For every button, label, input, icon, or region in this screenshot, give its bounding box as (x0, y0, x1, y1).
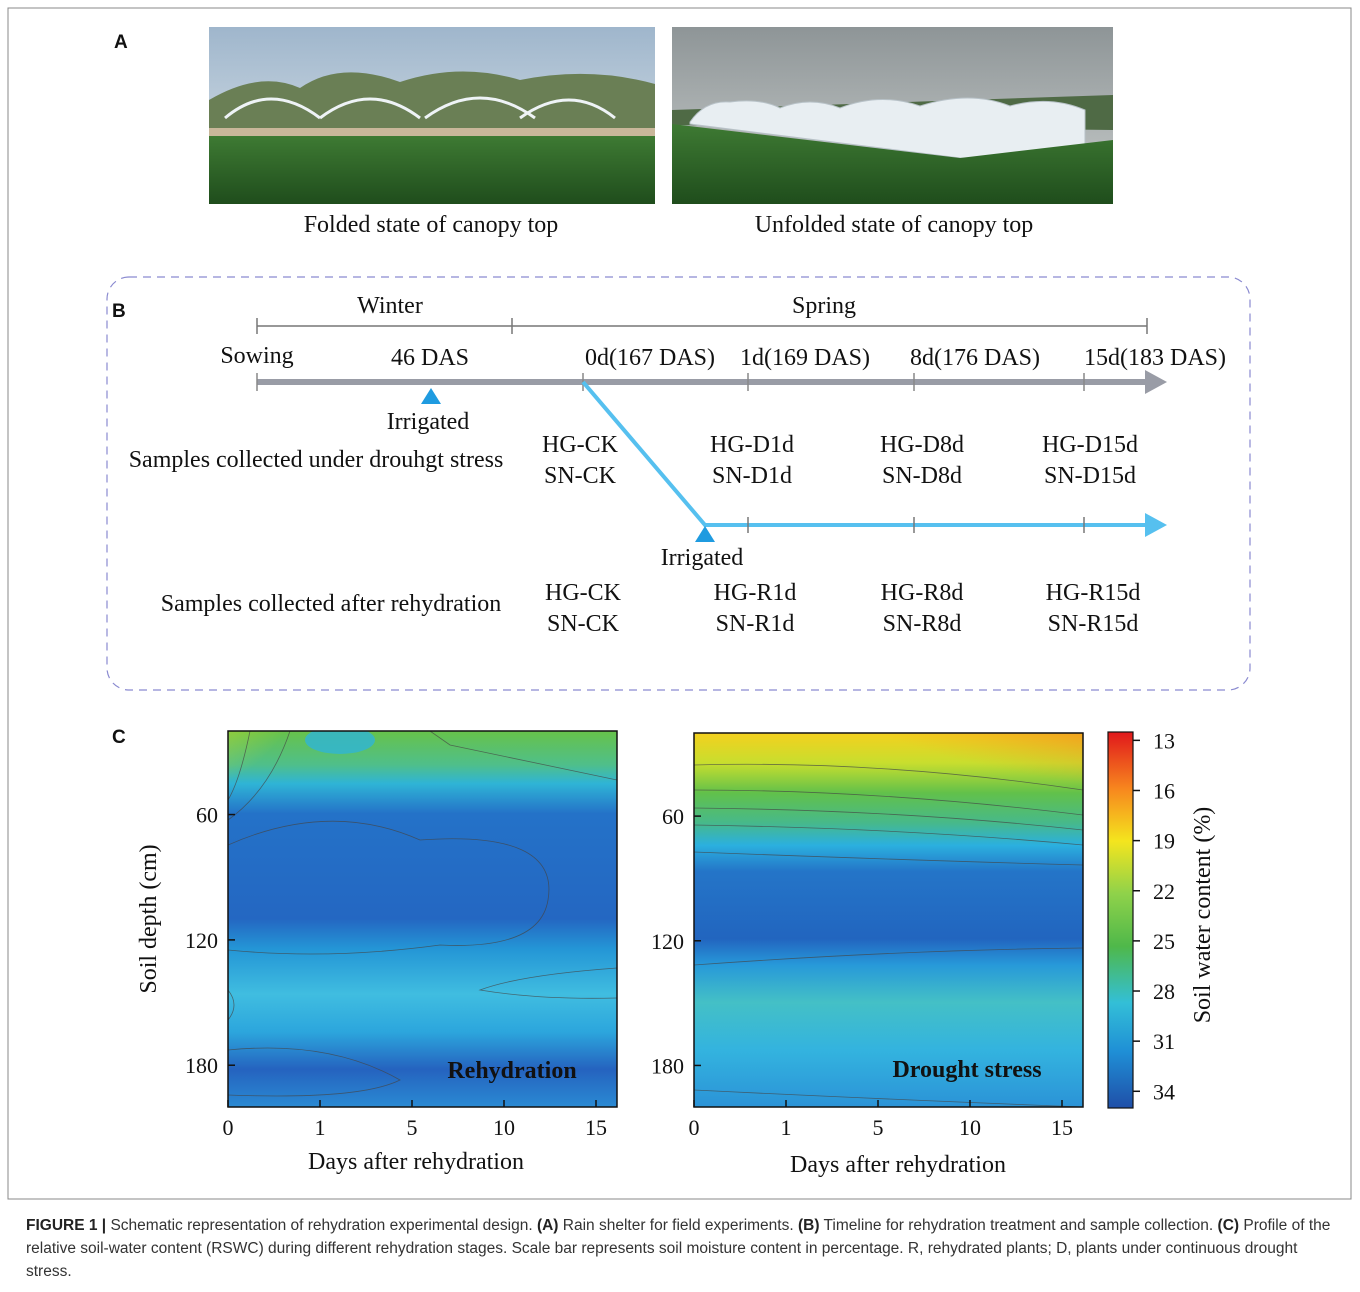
sample-label: SN-R15d (1048, 611, 1139, 637)
row-label: Samples collected under drouhgt stress (129, 447, 504, 473)
plot-title: Rehydration (447, 1058, 576, 1084)
season: Winter (357, 293, 423, 319)
caption-label: FIGURE 1 | (26, 1217, 107, 1234)
x-axis-label: Days after rehydration (790, 1152, 1006, 1178)
sample-label: SN-D15d (1044, 463, 1136, 489)
colorbar (1107, 731, 1134, 1109)
y-tick-label: 60 (196, 803, 218, 828)
sample-label: SN-R1d (716, 611, 795, 637)
plot-frame (227, 730, 618, 1108)
sample-label: HG-R15d (1046, 580, 1141, 606)
timeline-label: 0d(167 DAS) (585, 345, 715, 371)
x-tick-label: 5 (873, 1115, 884, 1140)
colorbar-tick-label: 25 (1153, 929, 1175, 954)
sample-label: SN-R8d (883, 611, 962, 637)
y-tick-label: 60 (662, 804, 684, 829)
caption-ref: (C) (1217, 1217, 1240, 1234)
panel-box (106, 276, 1251, 691)
timeline-label: 1d(169 DAS) (740, 345, 870, 371)
sample-label: HG-R1d (714, 580, 797, 606)
timeline-label: 46 DAS (391, 345, 469, 371)
season-bracket (256, 318, 1148, 334)
y-tick-label: 120 (185, 928, 218, 953)
panel-label: B (112, 301, 126, 322)
figure-caption: FIGURE 1 | Schematic representation of r… (26, 1214, 1336, 1283)
figure: A Folded state of canopy top Unfolded st… (7, 7, 1352, 1200)
panel-label: C (112, 727, 126, 748)
photo (209, 27, 655, 204)
colorbar-tick-label: 19 (1153, 829, 1175, 854)
colorbar-tick-label: 22 (1153, 879, 1175, 904)
x-tick-label: 5 (407, 1115, 418, 1140)
frame (7, 7, 1352, 1200)
plot-frame (693, 732, 1084, 1108)
y-tick-label: 180 (185, 1053, 218, 1078)
photo-caption: Folded state of canopy top (304, 212, 559, 238)
y-axis-label: Soil depth (cm) (136, 844, 162, 993)
row-label: Samples collected after rehydration (161, 591, 502, 617)
timeline (256, 370, 1167, 394)
caption-text: Profile of the relative soil-water conte… (26, 1217, 1331, 1280)
x-tick-label: 0 (689, 1115, 700, 1140)
sample-label: HG-R8d (881, 580, 964, 606)
x-tick-label: 15 (585, 1115, 607, 1140)
x-axis-label: Days after rehydration (308, 1149, 524, 1175)
colorbar-tick-label: 28 (1153, 979, 1175, 1004)
colorbar-tick-label: 34 (1153, 1079, 1175, 1104)
timeline-label: 15d(183 DAS) (1084, 345, 1226, 371)
timeline-label: 8d(176 DAS) (910, 345, 1040, 371)
photo (672, 27, 1113, 204)
sample-label: HG-D1d (710, 432, 794, 458)
irrigated-label: Irrigated (387, 409, 470, 435)
timeline-label: Sowing (220, 343, 293, 369)
rehydration-line (581, 380, 1167, 542)
sample-label: SN-D1d (712, 463, 792, 489)
x-tick-label: 0 (223, 1115, 234, 1140)
x-tick-label: 1 (781, 1115, 792, 1140)
caption-text: Schematic representation of rehydration … (106, 1217, 537, 1234)
colorbar-label: Soil water content (%) (1190, 807, 1216, 1024)
colorbar-tick-label: 31 (1153, 1029, 1175, 1054)
caption-ref: (B) (797, 1217, 820, 1234)
photo-caption: Unfolded state of canopy top (755, 212, 1034, 238)
caption-ref: (A) (536, 1217, 559, 1234)
y-tick-label: 120 (651, 929, 684, 954)
panel-label: A (114, 32, 128, 53)
sample-label: SN-D8d (882, 463, 962, 489)
irrigated-label: Irrigated (661, 545, 744, 571)
colorbar-tick-label: 16 (1153, 778, 1175, 803)
samples: HG-CK SN-CK HG-D1d SN-D1d HG-D8d SN-D8d HG-D15… (542, 432, 1140, 637)
sample-label: SN-CK (547, 611, 620, 637)
plot-title: Drought stress (892, 1057, 1041, 1083)
y-tick-label: 180 (651, 1053, 684, 1078)
season: Spring (792, 293, 856, 319)
x-tick-label: 15 (1051, 1115, 1073, 1140)
sample-label: HG-CK (542, 432, 619, 458)
x-tick-label: 10 (493, 1115, 515, 1140)
caption-text: Timeline for rehydration treatment and s… (819, 1217, 1218, 1234)
heatmap (694, 733, 1083, 1107)
sample-label: SN-CK (544, 463, 617, 489)
sample-label: HG-D15d (1042, 432, 1138, 458)
x-tick-label: 10 (959, 1115, 981, 1140)
sample-label: HG-CK (545, 580, 622, 606)
caption-text: Rain shelter for field experiments. (558, 1217, 798, 1234)
x-tick-label: 1 (315, 1115, 326, 1140)
sample-label: HG-D8d (880, 432, 964, 458)
colorbar-tick-label: 13 (1153, 728, 1175, 753)
irrigation-marker (421, 388, 441, 404)
heatmap (228, 731, 617, 1107)
